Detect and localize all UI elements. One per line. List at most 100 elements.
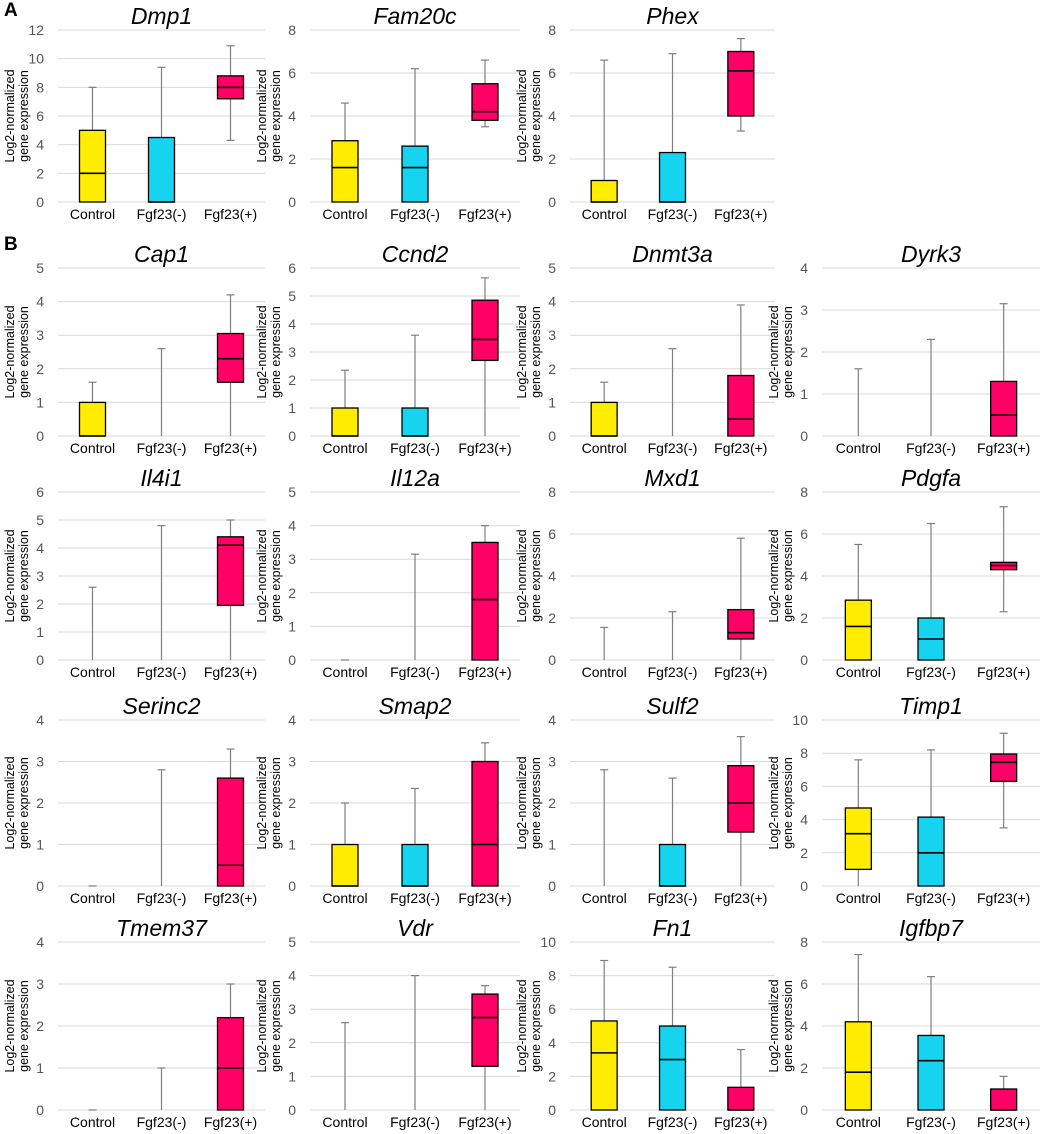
x-tick-label: Control: [582, 440, 627, 456]
y-tick-label: 1: [36, 837, 44, 853]
y-tick-label: 0: [548, 428, 556, 444]
box-fgf23: [401, 68, 429, 203]
y-axis-label: Log2-normalizedgene expression: [255, 69, 283, 162]
x-tick-label: Control: [322, 206, 367, 222]
y-tick-label: 4: [288, 316, 296, 332]
chart-pdgfa: Pdgfa 0 2 4 6 8 Log2-normalizedgene expression…: [767, 465, 1040, 680]
box-iqr: [727, 765, 755, 833]
y-axis-label-line1: Log2-normalized: [515, 305, 529, 398]
y-tick-label: 6: [548, 65, 556, 81]
x-tick-label: Fgf23(-): [648, 440, 698, 456]
x-tick-label: Fgf23(+): [714, 664, 767, 680]
box-fgf23: [157, 348, 166, 436]
chart-title: Fn1: [653, 915, 693, 941]
box-fgf23: [727, 537, 755, 660]
y-tick-label: 1: [288, 400, 296, 416]
x-tick-label: Fgf23(+): [977, 1114, 1030, 1130]
x-tick-label: Fgf23(+): [977, 890, 1030, 906]
box-iqr: [216, 777, 245, 887]
box-iqr: [727, 1086, 755, 1111]
y-axis-label-line2: gene expression: [17, 530, 31, 622]
y-axis-label-line2: gene expression: [17, 757, 31, 849]
chart-serinc2: Serinc2 0 1 2 3 4 Log2-normalizedgene expressi…: [3, 693, 265, 906]
box-fgf23: [727, 304, 755, 437]
y-tick-label: 0: [288, 1102, 296, 1118]
y-axis-label-line2: gene expression: [17, 980, 31, 1072]
y-tick-label: 6: [288, 260, 296, 276]
y-axis-label: Log2-normalizedgene expression: [255, 979, 283, 1072]
x-tick-label: Fgf23(+): [458, 440, 511, 456]
y-axis-label-line2: gene expression: [269, 306, 283, 398]
y-tick-label: 5: [548, 260, 556, 276]
y-tick-label: 2: [36, 795, 44, 811]
chart-title: Dyrk3: [901, 241, 961, 267]
y-tick-label: 4: [548, 108, 556, 124]
y-axis-label-line2: gene expression: [781, 530, 795, 622]
box-iqr: [471, 760, 499, 887]
chart-igfbp7: Igfbp7 0 2 4 6 8 Log2-normalizedgene expressio…: [767, 915, 1040, 1130]
box-control: [844, 543, 872, 661]
chart-cap1: Cap1 0 1 2 3 4 5 Log2-normalizedgene expression…: [3, 241, 265, 456]
x-tick-label: Fgf23(-): [648, 890, 698, 906]
chart-fn1: Fn1 0 2 4 6 8 10 Log2-normalizedgene expression…: [515, 915, 775, 1130]
box-control: [600, 626, 609, 660]
y-axis-label-line1: Log2-normalized: [255, 979, 269, 1072]
chart-title: Smap2: [379, 693, 452, 719]
y-axis-label-line1: Log2-normalized: [767, 305, 781, 398]
x-tick-label: Control: [70, 890, 115, 906]
x-tick-label: Fgf23(-): [137, 1114, 187, 1130]
box-control: [331, 369, 359, 437]
y-axis-label-line1: Log2-normalized: [3, 979, 17, 1072]
y-tick-label: 6: [800, 976, 808, 992]
box-fgf23: [216, 748, 245, 887]
x-tick-label: Control: [836, 1114, 881, 1130]
y-tick-label: 1: [36, 624, 44, 640]
y-tick-label: 2: [548, 1068, 556, 1084]
box-iqr: [401, 145, 429, 203]
box-fgf23: [471, 524, 499, 661]
y-tick-label: 6: [800, 778, 808, 794]
y-tick-label: 1: [548, 837, 556, 853]
y-tick-label: 0: [36, 878, 44, 894]
y-tick-label: 3: [288, 551, 296, 567]
box-iqr: [990, 753, 1018, 783]
y-axis-label-line1: Log2-normalized: [3, 529, 17, 622]
chart-dyrk3: Dyrk3 0 1 2 3 4 Log2-normalizedgene expression…: [767, 241, 1040, 456]
y-tick-label: 3: [548, 327, 556, 343]
y-tick-label: 4: [36, 712, 44, 728]
y-tick-label: 10: [28, 51, 44, 67]
y-tick-label: 2: [800, 845, 808, 861]
y-axis-label: Log2-normalizedgene expression: [3, 305, 31, 398]
y-axis-label-line2: gene expression: [781, 306, 795, 398]
y-axis-label: Log2-normalizedgene expression: [515, 69, 543, 162]
x-tick-label: Control: [582, 1114, 627, 1130]
y-tick-label: 2: [800, 1060, 808, 1076]
box-fgf23: [157, 524, 166, 660]
y-axis-label: Log2-normalizedgene expression: [255, 756, 283, 849]
chart-dmp1: Dmp1 0 2 4 6 8 10 12 Log2-normalizedgene express…: [3, 3, 265, 222]
box-iqr: [658, 1025, 687, 1111]
y-tick-label: 5: [288, 934, 296, 950]
y-tick-label: 8: [800, 745, 808, 761]
y-axis-label-line2: gene expression: [529, 530, 543, 622]
y-axis-label: Log2-normalizedgene expression: [515, 979, 543, 1072]
chart-title: Sulf2: [646, 693, 699, 719]
y-tick-label: 0: [36, 428, 44, 444]
y-tick-label: 2: [548, 151, 556, 167]
y-tick-label: 0: [548, 878, 556, 894]
box-control: [78, 381, 107, 437]
y-axis-label: Log2-normalizedgene expression: [515, 756, 543, 849]
box-fgf23: [658, 777, 687, 887]
y-tick-label: 4: [288, 712, 296, 728]
y-tick-label: 4: [36, 934, 44, 950]
chart-dnmt3a: Dnmt3a 0 1 2 3 4 5 Log2-normalizedgene expressi…: [515, 241, 775, 456]
y-tick-label: 0: [288, 878, 296, 894]
y-tick-label: 0: [548, 194, 556, 210]
y-axis-label-line1: Log2-normalized: [515, 69, 529, 162]
y-axis-label: Log2-normalizedgene expression: [3, 529, 31, 622]
chart-title: Tmem37: [116, 915, 208, 941]
y-tick-label: 4: [800, 260, 808, 276]
y-tick-label: 4: [36, 137, 44, 153]
chart-title: Phex: [646, 3, 700, 29]
